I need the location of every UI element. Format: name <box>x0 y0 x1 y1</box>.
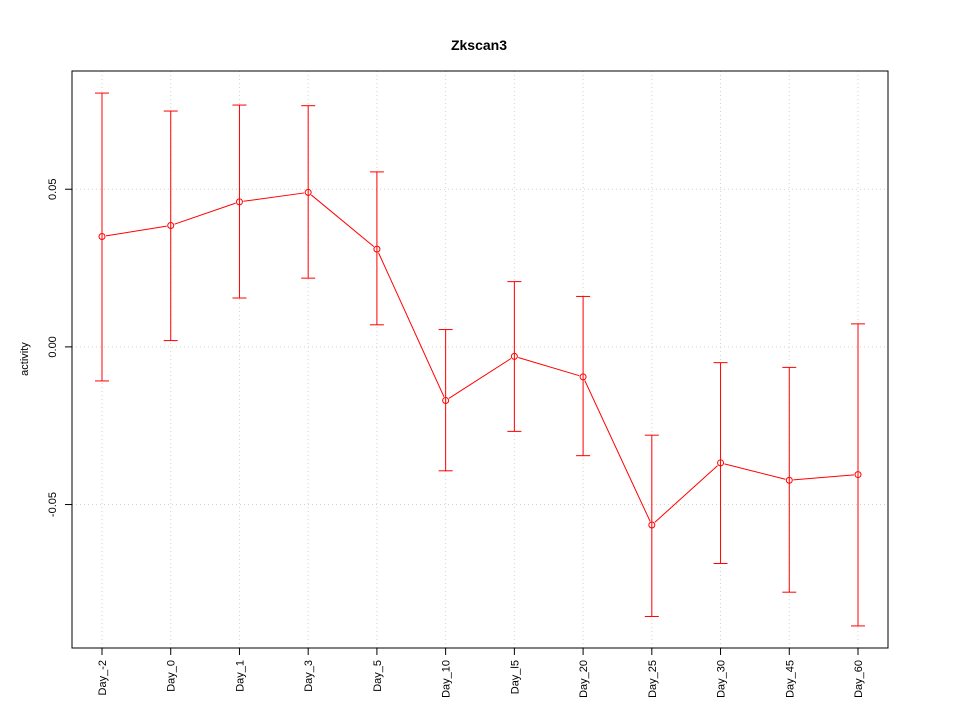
grid-lines <box>72 71 888 648</box>
data-point <box>510 352 518 360</box>
series-line-segment <box>174 202 236 225</box>
series-layer <box>95 92 865 627</box>
data-point <box>98 233 106 241</box>
data-point <box>579 373 587 381</box>
series-line-segment <box>654 465 718 523</box>
x-tick-label: Day_5 <box>372 660 384 692</box>
data-point <box>304 188 312 196</box>
series-line-segment <box>378 252 445 398</box>
y-axis: -0.05 0.00 0.05 <box>47 179 72 517</box>
data-point <box>167 221 175 229</box>
series-line-segment <box>105 225 167 237</box>
data-point <box>235 198 243 206</box>
x-tick-label: Day_0 <box>166 660 178 692</box>
x-tick-label: Day_-2 <box>97 660 109 695</box>
series-line-segment <box>310 194 375 247</box>
series-line-segment <box>243 192 305 202</box>
series-line-segment <box>448 358 512 399</box>
x-tick-label: Day_30 <box>716 660 728 698</box>
data-point <box>854 471 862 479</box>
data-point <box>373 245 381 253</box>
series-line-segment <box>724 463 786 480</box>
x-tick-label: Day_l5 <box>509 660 521 694</box>
data-point <box>785 476 793 484</box>
series-line-segment <box>518 357 580 377</box>
x-tick-label: Day_60 <box>853 660 865 698</box>
x-tick-label: Day_20 <box>578 660 590 698</box>
x-axis: Day_-2 Day_0 Day_1 Day_3 Day_5 Day_10 Day_l5 Da… <box>97 648 865 698</box>
data-point <box>717 459 725 467</box>
x-tick-label: Day_25 <box>647 660 659 698</box>
x-tick-label: Day_1 <box>234 660 246 692</box>
x-tick-label: Day_3 <box>303 660 315 692</box>
plot-frame <box>71 70 889 649</box>
y-tick-label: 0.05 <box>47 179 59 200</box>
series-line-segment <box>793 474 855 481</box>
data-point <box>648 521 656 529</box>
series-line-segment <box>584 380 651 522</box>
y-tick-label: -0.05 <box>47 492 59 517</box>
x-tick-label: Day_45 <box>784 660 796 698</box>
data-point <box>442 396 450 404</box>
chart-title: Zkscan3 <box>451 37 507 53</box>
x-tick-label: Day_10 <box>441 660 453 698</box>
y-axis-label: activity <box>19 342 31 376</box>
y-tick-label: 0.00 <box>47 336 59 357</box>
